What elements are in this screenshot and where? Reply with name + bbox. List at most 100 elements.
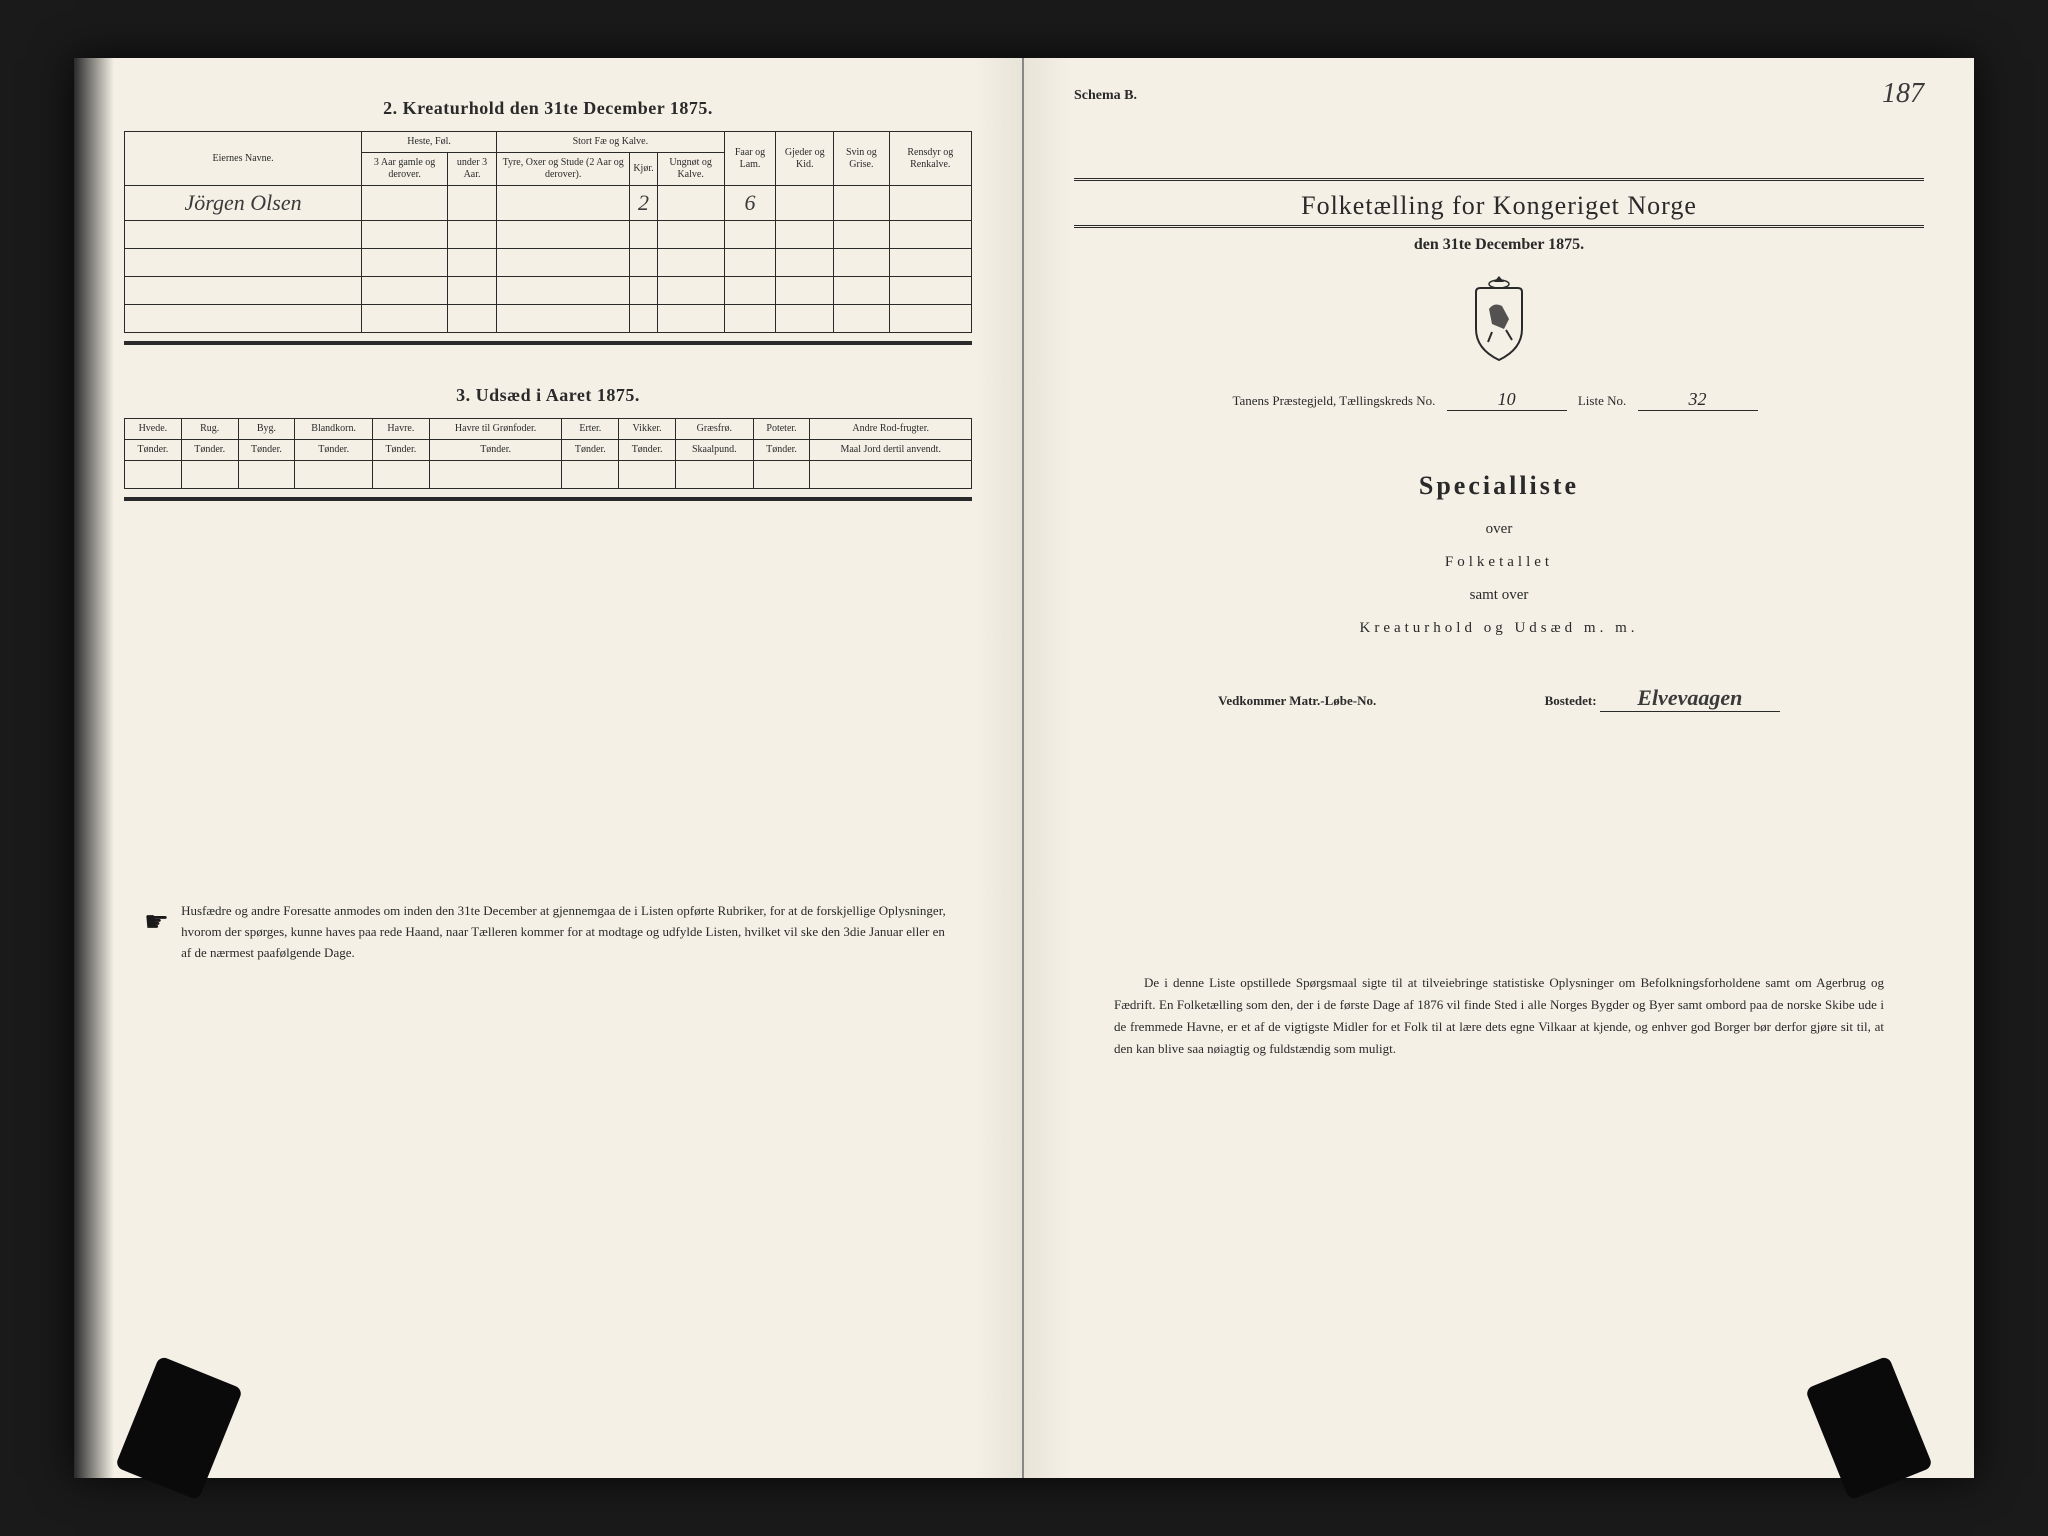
- cell: [889, 186, 971, 221]
- cell: [448, 277, 497, 305]
- schema-label: Schema B.: [1074, 88, 1137, 104]
- cell: [776, 305, 834, 333]
- owner-name: Jörgen Olsen: [125, 186, 362, 221]
- col-stort-a: Tyre, Oxer og Stude (2 Aar og derover).: [497, 153, 630, 186]
- cell: [724, 277, 776, 305]
- cell: [362, 305, 448, 333]
- owner-name: [125, 305, 362, 333]
- cell: [497, 221, 630, 249]
- cell: [834, 186, 889, 221]
- cell: [630, 305, 657, 333]
- col-svin: Svin og Grise.: [834, 132, 889, 186]
- col-faar: Faar og Lam.: [724, 132, 776, 186]
- cell: [238, 461, 295, 489]
- cell: [362, 221, 448, 249]
- owner-name: [125, 277, 362, 305]
- cell: [724, 249, 776, 277]
- cell: [676, 461, 754, 489]
- bosted-label: Bostedet:: [1545, 693, 1597, 708]
- liste-label: Liste No.: [1578, 393, 1626, 408]
- clip-left: [115, 1356, 243, 1501]
- cell: [776, 277, 834, 305]
- cell: [834, 249, 889, 277]
- divider: [124, 341, 972, 345]
- cell: [630, 221, 657, 249]
- table-row: [125, 305, 972, 333]
- bosted-value: Elvevaagen: [1600, 685, 1780, 712]
- cell: [657, 305, 724, 333]
- census-header: Folketælling for Kongeriget Norge: [1074, 178, 1924, 228]
- seed-col: Poteter.: [753, 419, 810, 440]
- cell: [810, 461, 972, 489]
- sub-lines: over Folketallet samt over Kreaturhold o…: [1074, 513, 1924, 645]
- group-stort: Stort Fæ og Kalve.: [497, 132, 725, 153]
- kreds-no: 10: [1447, 389, 1567, 411]
- cell: [125, 461, 182, 489]
- cell: [657, 186, 724, 221]
- col-gjeder: Gjeder og Kid.: [776, 132, 834, 186]
- cell: [834, 221, 889, 249]
- folketallet: Folketallet: [1074, 546, 1924, 579]
- seed-unit: Tønder.: [238, 440, 295, 461]
- cell: [497, 186, 630, 221]
- livestock-table: Eiernes Navne. Heste, Føl. Stort Fæ og K…: [124, 131, 972, 333]
- cell: 6: [724, 186, 776, 221]
- cell: [497, 277, 630, 305]
- section2-title: 2. Kreaturhold den 31te December 1875.: [124, 98, 972, 119]
- cell: [448, 249, 497, 277]
- census-subheader: den 31te December 1875.: [1074, 236, 1924, 254]
- cell: [295, 461, 373, 489]
- section3-title: 3. Udsæd i Aaret 1875.: [124, 385, 972, 406]
- binding-edge: [74, 58, 114, 1478]
- seed-unit: Tønder.: [562, 440, 619, 461]
- kreds-prefix: Tanens Præstegjeld, Tællingskreds No.: [1232, 393, 1435, 408]
- specialliste-title: Specialliste: [1074, 471, 1924, 501]
- clip-right: [1805, 1356, 1933, 1501]
- right-footer: De i denne Liste opstillede Spørgsmaal s…: [1114, 972, 1884, 1060]
- seed-col: Byg.: [238, 419, 295, 440]
- cell: [562, 461, 619, 489]
- seed-unit: Tønder.: [125, 440, 182, 461]
- table-row: [125, 249, 972, 277]
- kreatur: Kreaturhold og Udsæd m. m.: [1074, 612, 1924, 645]
- col-heste-b: under 3 Aar.: [448, 153, 497, 186]
- cell: [362, 249, 448, 277]
- cell: [657, 277, 724, 305]
- right-page: Schema B. 187 Folketælling for Kongerige…: [1024, 58, 1974, 1478]
- seed-col: Hvede.: [125, 419, 182, 440]
- cell: [724, 305, 776, 333]
- group-heste: Heste, Føl.: [362, 132, 497, 153]
- seed-col: Græsfrø.: [676, 419, 754, 440]
- left-page: 2. Kreaturhold den 31te December 1875. E…: [74, 58, 1024, 1478]
- owner-name: [125, 221, 362, 249]
- divider2: [124, 497, 972, 501]
- col-heste-a: 3 Aar gamle og derover.: [362, 153, 448, 186]
- cell: [448, 305, 497, 333]
- seed-unit: Tønder.: [753, 440, 810, 461]
- col-owner: Eiernes Navne.: [125, 132, 362, 186]
- cell: [630, 249, 657, 277]
- cell: 2: [630, 186, 657, 221]
- table-row: [125, 221, 972, 249]
- seed-col: Blandkorn.: [295, 419, 373, 440]
- seed-col: Erter.: [562, 419, 619, 440]
- cell: [619, 461, 676, 489]
- cell: [889, 277, 971, 305]
- seed-col: Andre Rod-frugter.: [810, 419, 972, 440]
- cell: [362, 186, 448, 221]
- matr-label: Vedkommer Matr.-Løbe-No.: [1218, 693, 1376, 709]
- cell: [834, 277, 889, 305]
- cell: [889, 305, 971, 333]
- cell: [657, 249, 724, 277]
- seed-unit: Skaalpund.: [676, 440, 754, 461]
- cell: [724, 221, 776, 249]
- cell: [362, 277, 448, 305]
- seed-unit: Tønder.: [181, 440, 238, 461]
- seed-unit: Tønder.: [619, 440, 676, 461]
- left-footer: ☛ Husfædre og andre Foresatte anmodes om…: [124, 901, 972, 963]
- cell: [181, 461, 238, 489]
- coat-of-arms-icon: [1074, 274, 1924, 369]
- page-number: 187: [1882, 78, 1924, 110]
- cell: [776, 186, 834, 221]
- seed-unit: Tønder.: [429, 440, 562, 461]
